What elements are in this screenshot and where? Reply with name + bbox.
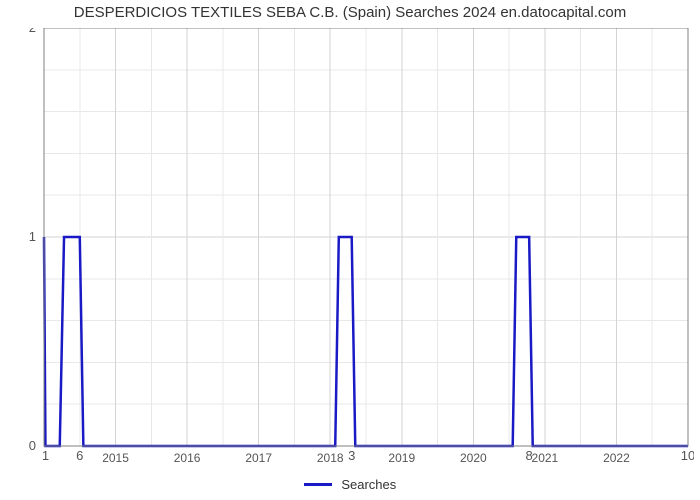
annotation-label: 10 xyxy=(681,448,694,463)
x-tick-label: 2015 xyxy=(102,451,129,465)
annotation-label: 1 xyxy=(42,448,49,463)
legend: Searches xyxy=(0,476,700,492)
grid xyxy=(44,28,688,446)
chart-title: DESPERDICIOS TEXTILES SEBA C.B. (Spain) … xyxy=(0,4,700,21)
legend-swatch xyxy=(304,483,332,486)
x-tick-label: 2020 xyxy=(460,451,487,465)
x-tick-label: 2017 xyxy=(245,451,272,465)
y-tick-label: 2 xyxy=(29,28,36,35)
y-tick-label: 0 xyxy=(29,438,36,453)
y-tick-label: 1 xyxy=(29,229,36,244)
x-tick-label: 2021 xyxy=(532,451,559,465)
chart-container: DESPERDICIOS TEXTILES SEBA C.B. (Spain) … xyxy=(0,0,700,500)
annotations: 1 6 3 8 10 xyxy=(42,448,694,463)
annotation-label: 8 xyxy=(526,448,533,463)
chart-title-text: DESPERDICIOS TEXTILES SEBA C.B. (Spain) … xyxy=(74,4,626,21)
x-tick-label: 2022 xyxy=(603,451,630,465)
legend-label: Searches xyxy=(341,477,396,492)
x-tick-label: 2019 xyxy=(388,451,415,465)
x-tick-label: 2016 xyxy=(174,451,201,465)
axes: 01220152016201720182019202020212022 xyxy=(29,28,688,465)
plot-area: 0122015201620172018201920202021202216381… xyxy=(44,28,688,446)
chart-svg: 0122015201620172018201920202021202216381… xyxy=(14,28,694,472)
annotation-label: 3 xyxy=(348,448,355,463)
x-tick-label: 2018 xyxy=(317,451,344,465)
annotation-label: 6 xyxy=(76,448,83,463)
